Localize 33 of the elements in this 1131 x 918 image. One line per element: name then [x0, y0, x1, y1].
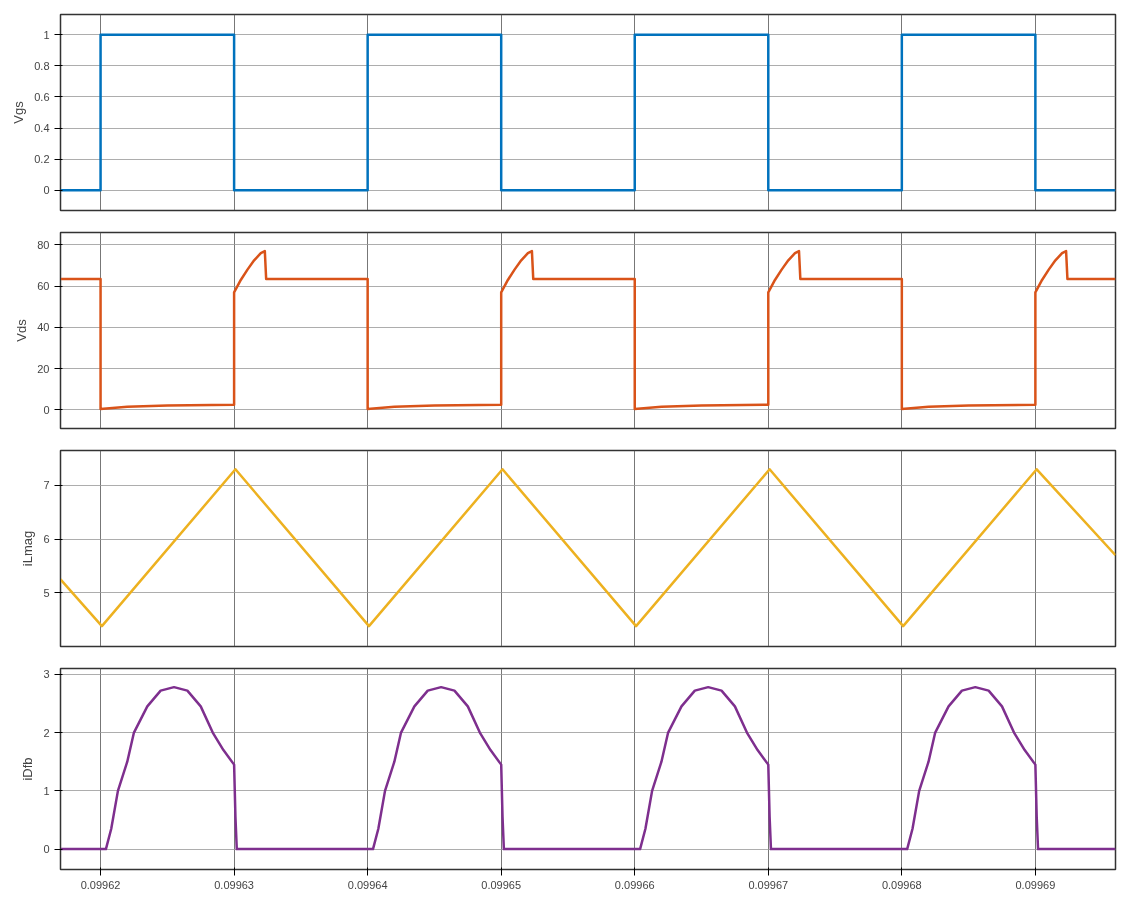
- y-tick-label: 0: [43, 184, 50, 197]
- y-tick-label: 0: [43, 403, 50, 416]
- y-tick-label: 6: [43, 533, 50, 546]
- x-tick-label: 0.09963: [214, 878, 254, 891]
- x-tick-label: 0.09966: [614, 878, 655, 891]
- x-tick-label: 0.09968: [881, 878, 922, 891]
- x-tick-label: 0.09967: [748, 878, 789, 891]
- line-series: [60, 468, 1116, 628]
- y-tick-label: 80: [37, 238, 50, 251]
- y-tick-label: 1: [43, 28, 50, 41]
- y-tick-label: 60: [37, 280, 50, 293]
- y-tick-label: 1: [43, 784, 50, 797]
- y-axis-title: iDfb: [20, 757, 36, 781]
- y-tick-label: 0.6: [34, 90, 50, 103]
- y-tick-label: 40: [37, 321, 50, 334]
- line-series: [60, 685, 1116, 851]
- x-tick-label: 0.09969: [1015, 878, 1056, 891]
- y-axis-title: Vds: [14, 318, 30, 342]
- y-axis-title: Vgs: [11, 100, 27, 124]
- y-axis-title: iLmag: [20, 530, 36, 567]
- x-tick-label: 0.09965: [481, 878, 522, 891]
- y-tick-label: 2: [43, 726, 50, 739]
- y-tick-label: 0: [43, 843, 50, 856]
- y-tick-label: 0.2: [34, 153, 50, 166]
- y-tick-label: 3: [43, 668, 50, 681]
- line-series: [60, 249, 1116, 411]
- x-tick-label: 0.09962: [80, 878, 121, 891]
- x-tick-label: 0.09964: [347, 878, 388, 891]
- y-tick-label: 0.4: [34, 122, 50, 135]
- y-tick-label: 5: [43, 586, 50, 599]
- y-tick-label: 20: [37, 362, 50, 375]
- y-tick-label: 0.8: [34, 59, 50, 72]
- y-tick-label: 7: [43, 479, 50, 492]
